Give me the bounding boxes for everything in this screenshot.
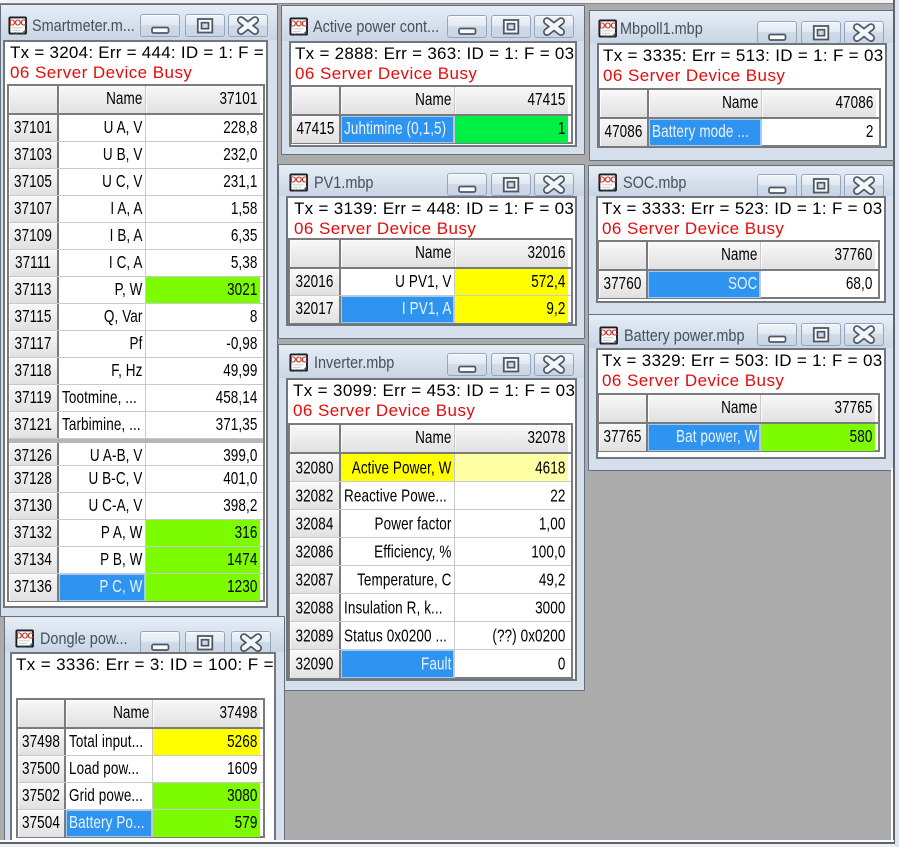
svg-text:DOC: DOC xyxy=(290,174,307,184)
svg-text:DOC: DOC xyxy=(599,20,616,30)
svg-text:DOC: DOC xyxy=(599,174,616,184)
svg-text:DOC: DOC xyxy=(290,354,307,364)
svg-text:DOC: DOC xyxy=(290,18,307,28)
svg-text:DOC: DOC xyxy=(16,630,33,640)
svg-text:DOC: DOC xyxy=(9,17,26,27)
svg-text:DOC: DOC xyxy=(600,327,617,337)
